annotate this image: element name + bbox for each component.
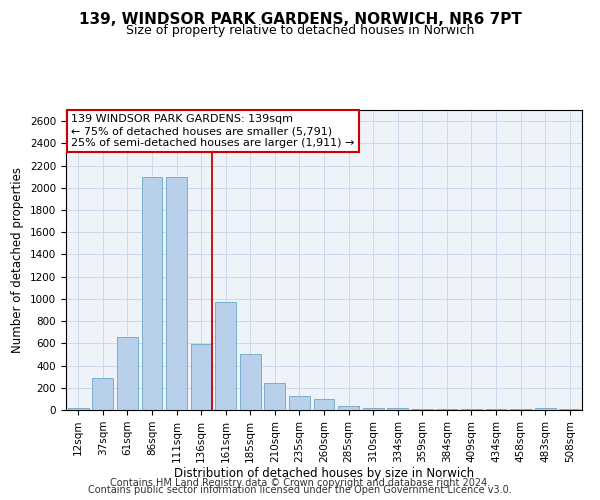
Y-axis label: Number of detached properties: Number of detached properties <box>11 167 25 353</box>
Bar <box>215 302 236 410</box>
Bar <box>166 176 187 410</box>
X-axis label: Distribution of detached houses by size in Norwich: Distribution of detached houses by size … <box>174 468 474 480</box>
Bar <box>535 408 556 410</box>
Bar <box>412 409 433 410</box>
Text: 139, WINDSOR PARK GARDENS, NORWICH, NR6 7PT: 139, WINDSOR PARK GARDENS, NORWICH, NR6 … <box>79 12 521 28</box>
Text: 139 WINDSOR PARK GARDENS: 139sqm
← 75% of detached houses are smaller (5,791)
25: 139 WINDSOR PARK GARDENS: 139sqm ← 75% o… <box>71 114 355 148</box>
Bar <box>117 336 138 410</box>
Text: Contains public sector information licensed under the Open Government Licence v3: Contains public sector information licen… <box>88 485 512 495</box>
Bar <box>265 383 286 410</box>
Text: Size of property relative to detached houses in Norwich: Size of property relative to detached ho… <box>126 24 474 37</box>
Bar <box>338 406 359 410</box>
Bar <box>142 176 163 410</box>
Bar <box>436 409 457 410</box>
Text: Contains HM Land Registry data © Crown copyright and database right 2024.: Contains HM Land Registry data © Crown c… <box>110 478 490 488</box>
Bar <box>289 396 310 410</box>
Bar <box>191 344 212 410</box>
Bar <box>68 408 89 410</box>
Bar <box>240 354 261 410</box>
Bar <box>362 408 383 410</box>
Bar <box>314 400 334 410</box>
Bar <box>387 408 408 410</box>
Bar <box>92 378 113 410</box>
